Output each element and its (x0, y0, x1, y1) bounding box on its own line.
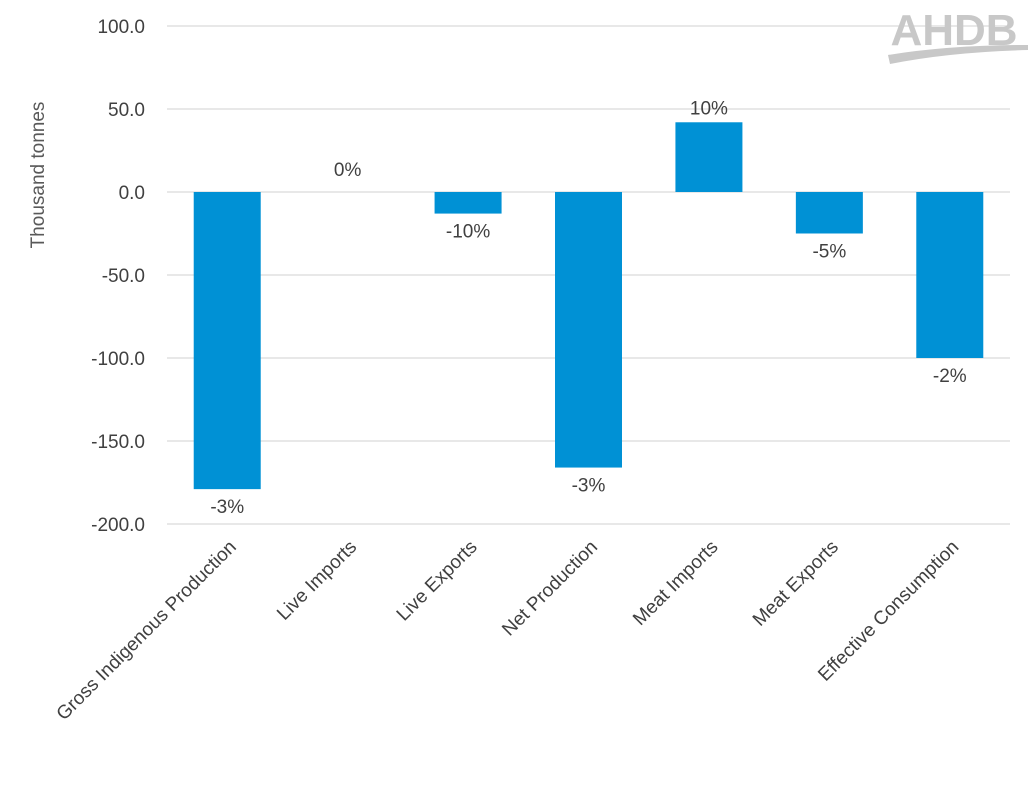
bar (675, 122, 743, 192)
bars (193, 122, 984, 490)
y-tick-label: 0.0 (119, 183, 145, 204)
category-label: Net Production (498, 537, 602, 641)
data-label: 10% (690, 98, 728, 119)
data-label: -5% (812, 242, 846, 263)
data-label: -3% (572, 476, 606, 497)
y-tick-label: 100.0 (97, 17, 145, 38)
category-labels: Gross Indigenous Production Live Imports L… (53, 537, 964, 725)
data-labels: -3% 0% -10% -3% 10% -5% -2% (210, 98, 966, 518)
y-tick-label: -150.0 (91, 432, 145, 453)
ahdb-logo: AHDB (888, 6, 1028, 64)
bar (555, 192, 622, 468)
y-tick-label: -50.0 (102, 266, 145, 287)
category-label: Live Exports (393, 537, 482, 626)
y-axis-ticks: 100.0 50.0 0.0 -50.0 -100.0 -150.0 -200.0 (91, 17, 145, 536)
bar (193, 192, 261, 490)
bar (916, 192, 984, 358)
y-tick-label: -200.0 (91, 515, 145, 536)
y-axis-title: Thousand tonnes (28, 102, 49, 249)
y-tick-label: 50.0 (108, 100, 145, 121)
category-label: Meat Exports (749, 537, 843, 631)
data-label: -3% (210, 497, 244, 518)
data-label: 0% (334, 160, 362, 181)
category-label: Live Imports (273, 537, 361, 625)
data-label: -2% (933, 366, 967, 387)
logo-swoosh (888, 45, 1028, 64)
y-tick-label: -100.0 (91, 349, 145, 370)
category-label: Gross Indigenous Production (53, 537, 241, 725)
category-label: Meat Imports (629, 537, 722, 630)
data-label: -10% (446, 222, 490, 243)
bar (795, 192, 863, 234)
category-label: Effective Consumption (814, 537, 963, 686)
bar (434, 192, 502, 214)
